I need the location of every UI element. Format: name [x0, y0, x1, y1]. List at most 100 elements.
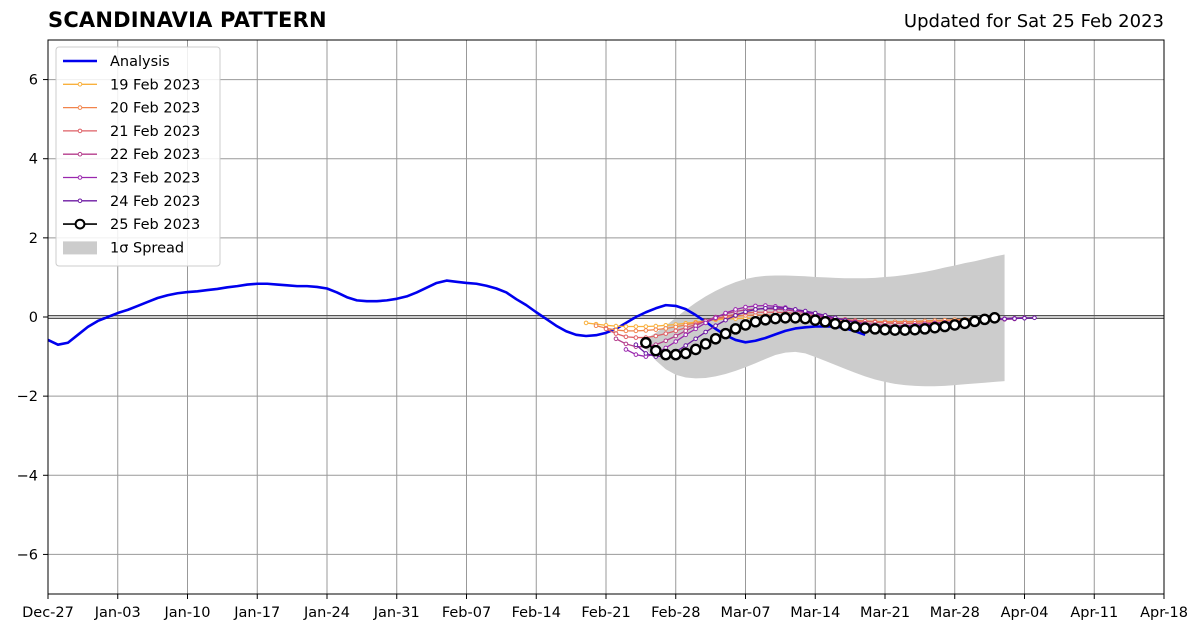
y-tick-label: 2 — [29, 231, 38, 247]
data-point — [819, 315, 832, 328]
x-tick-label: Apr-11 — [1070, 605, 1118, 621]
legend: Analysis 19 Feb 2023 20 Feb 2023 21 Feb 202… — [55, 46, 221, 267]
legend-entry: 23 Feb 2023 — [63, 171, 200, 187]
data-point — [739, 319, 752, 331]
data-point — [613, 331, 619, 336]
data-point — [793, 307, 798, 312]
x-tick-label: Feb-07 — [442, 605, 491, 621]
data-point — [693, 336, 698, 342]
data-point — [673, 324, 679, 330]
chart-subtitle: Updated for Sat 25 Feb 2023 — [903, 11, 1164, 32]
data-point — [689, 343, 702, 356]
data-point — [948, 319, 961, 331]
data-point — [769, 312, 782, 325]
data-point — [709, 332, 722, 345]
x-tick-label: Feb-21 — [581, 605, 630, 621]
x-tick-label: Mar-21 — [860, 605, 910, 621]
data-point — [829, 317, 841, 330]
legend-box — [55, 46, 221, 267]
legend-marker — [74, 218, 86, 230]
data-point — [779, 311, 792, 324]
series-25-feb-2023 — [640, 311, 1001, 361]
data-point — [613, 323, 619, 329]
data-point — [759, 313, 772, 326]
data-point — [749, 315, 762, 328]
x-tick-label: Jan-31 — [373, 605, 420, 621]
data-point — [623, 341, 629, 347]
data-point — [859, 322, 871, 334]
data-point — [633, 352, 639, 357]
legend-label: Analysis — [110, 54, 170, 70]
data-point — [773, 305, 778, 311]
legend-entry: 19 Feb 2023 — [63, 77, 200, 93]
x-tick-label: Apr-18 — [1140, 605, 1188, 621]
data-point — [653, 323, 659, 329]
data-point — [729, 323, 742, 335]
x-tick-label: Mar-14 — [790, 605, 840, 621]
data-point — [683, 328, 689, 334]
legend-entry: 22 Feb 2023 — [63, 147, 200, 163]
x-tick-label: Feb-28 — [651, 605, 700, 621]
data-point — [879, 323, 891, 336]
data-point — [919, 323, 931, 335]
data-point — [683, 343, 689, 348]
data-point — [683, 332, 689, 338]
data-point — [623, 324, 629, 329]
data-point — [673, 333, 679, 339]
data-point — [633, 335, 639, 340]
data-point — [650, 344, 662, 357]
data-point — [673, 339, 679, 344]
data-point — [713, 323, 718, 329]
data-point — [958, 317, 971, 330]
data-point — [659, 348, 672, 361]
data-point — [968, 315, 981, 328]
legend-marker — [77, 175, 83, 180]
legend-entry: 24 Feb 2023 — [63, 194, 200, 210]
data-point — [763, 305, 768, 311]
data-point — [693, 326, 698, 332]
data-point — [849, 321, 861, 333]
data-point — [623, 334, 629, 340]
data-point — [713, 315, 718, 321]
data-point — [1012, 316, 1017, 321]
y-tick-label: 6 — [29, 73, 38, 89]
data-point — [753, 303, 758, 309]
legend-marker — [77, 151, 83, 157]
data-point — [743, 309, 748, 315]
legend-entry: 20 Feb 2023 — [63, 101, 200, 117]
data-point — [663, 331, 669, 336]
data-point — [640, 336, 652, 349]
data-point — [809, 314, 822, 326]
x-tick-label: Mar-28 — [930, 605, 980, 621]
data-point — [669, 348, 682, 361]
data-point — [789, 311, 802, 324]
legend-marker — [77, 128, 83, 134]
legend-label: 22 Feb 2023 — [110, 147, 200, 163]
legend-marker — [77, 105, 83, 110]
y-tick-label: 4 — [29, 152, 38, 168]
data-point — [643, 328, 649, 333]
data-point — [633, 328, 639, 334]
series-layer — [47, 279, 1037, 361]
data-point — [799, 312, 812, 325]
data-point — [753, 307, 758, 312]
data-point — [643, 324, 649, 329]
x-tick-label: Mar-07 — [720, 605, 770, 621]
x-tick-label: Feb-14 — [512, 605, 561, 621]
data-point — [673, 328, 679, 334]
data-point — [938, 320, 951, 333]
data-point — [703, 329, 708, 335]
legend-label: 19 Feb 2023 — [110, 77, 200, 93]
data-point — [633, 324, 639, 329]
data-point — [1032, 315, 1037, 321]
data-point — [978, 313, 991, 326]
y-tick-label: −6 — [17, 547, 38, 563]
chart-title: SCANDINAVIA PATTERN — [48, 8, 327, 32]
data-point — [653, 327, 659, 332]
data-point — [733, 313, 738, 318]
data-point — [899, 324, 911, 336]
legend-marker — [77, 198, 83, 204]
data-point — [679, 347, 692, 360]
data-point — [583, 320, 589, 326]
data-point — [812, 310, 818, 316]
